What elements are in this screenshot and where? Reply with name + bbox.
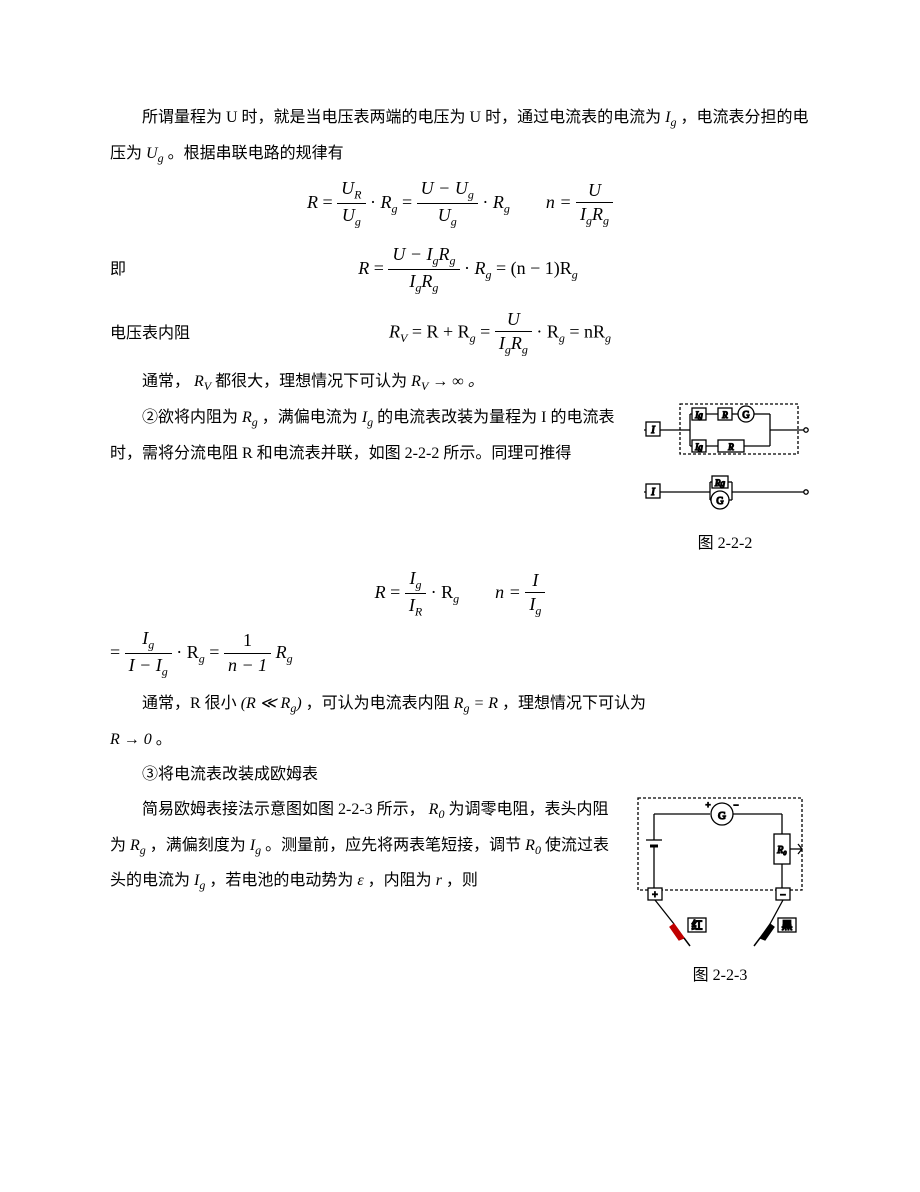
svg-text:−: − xyxy=(733,800,738,810)
math-Ug: Ug xyxy=(146,145,164,162)
figure-2-2-3: G + − R₀ + − xyxy=(630,792,810,993)
svg-text:Ig: Ig xyxy=(694,442,703,452)
svg-text:G: G xyxy=(742,410,749,421)
svg-text:R₀: R₀ xyxy=(776,845,787,856)
paragraph-4: 通常， RV 都很大，理想情况下可认为 RV → ∞ 。 xyxy=(110,364,810,400)
paragraph-5: ②欲将内阻为 Rg ，满偏电流为 Ig 的电流表改装为量程为 I 的电流表时，需… xyxy=(110,400,630,471)
equation-4: R = IgIR · Rg n = IIg xyxy=(110,567,810,620)
equation-3-row: 电压表内阻 RV = R + Rg = UIgRg · Rg = nRg xyxy=(110,302,810,365)
math-Ig: Ig xyxy=(665,109,676,126)
section-ammeter: ②欲将内阻为 Rg ，满偏电流为 Ig 的电流表改装为量程为 I 的电流表时，需… xyxy=(110,400,810,561)
paragraph-8: ③将电流表改装成欧姆表 xyxy=(110,757,810,792)
equation-2-row: 即 R = U − IgRgIgRg · Rg = (n − 1)Rg xyxy=(110,237,810,302)
svg-text:+: + xyxy=(705,800,710,810)
p1-text-a: 所谓量程为 U 时，就是当电压表两端的电压为 U 时，通过电流表的电流为 xyxy=(142,109,661,126)
svg-text:+: + xyxy=(652,890,658,901)
equation-5: = IgI − Ig · Rg = 1n − 1 Rg xyxy=(110,627,810,680)
p3-label: 电压表内阻 xyxy=(110,316,190,351)
svg-text:I: I xyxy=(650,425,655,436)
fig-222-caption: 图 2-2-2 xyxy=(640,526,810,561)
paragraph-1: 所谓量程为 U 时，就是当电压表两端的电压为 U 时，通过电流表的电流为 Ig … xyxy=(110,100,810,171)
equation-1: R = URUg · Rg = U − UgUg · Rg n = UIgRg xyxy=(110,177,810,230)
paragraph-6: 通常，R 很小 (R ≪ Rg) ，可认为电流表内阻 Rg = R ，理想情况下… xyxy=(110,686,810,722)
p1-text-c: 。根据串联电路的规律有 xyxy=(168,145,344,162)
circuit-223-icon: G + − R₀ + − xyxy=(630,792,810,952)
svg-text:R: R xyxy=(721,410,728,420)
svg-text:−: − xyxy=(780,890,786,901)
equation-2: R = U − IgRgIgRg · Rg = (n − 1)Rg xyxy=(126,243,810,296)
svg-text:G: G xyxy=(718,810,726,822)
circuit-222-icon: I Ig R G Ig R xyxy=(640,400,810,520)
svg-text:Ig: Ig xyxy=(694,410,703,420)
section-ohmmeter: 简易欧姆表接法示意图如图 2-2-3 所示， R0 为调零电阻，表头内阻为 Rg… xyxy=(110,792,810,993)
paragraph-9: 简易欧姆表接法示意图如图 2-2-3 所示， R0 为调零电阻，表头内阻为 Rg… xyxy=(110,792,620,899)
svg-text:Rg: Rg xyxy=(714,478,725,488)
svg-text:G: G xyxy=(716,496,723,507)
svg-text:I: I xyxy=(650,487,655,498)
equation-3: RV = R + Rg = UIgRg · Rg = nRg xyxy=(190,308,810,359)
fig-223-caption: 图 2-2-3 xyxy=(630,958,810,993)
svg-text:黑: 黑 xyxy=(782,919,793,932)
paragraph-7: R → 0 。 xyxy=(110,722,810,757)
svg-text:R: R xyxy=(727,442,734,452)
figure-2-2-2: I Ig R G Ig R xyxy=(640,400,810,561)
svg-text:红: 红 xyxy=(692,919,703,932)
p2-label: 即 xyxy=(110,252,126,287)
